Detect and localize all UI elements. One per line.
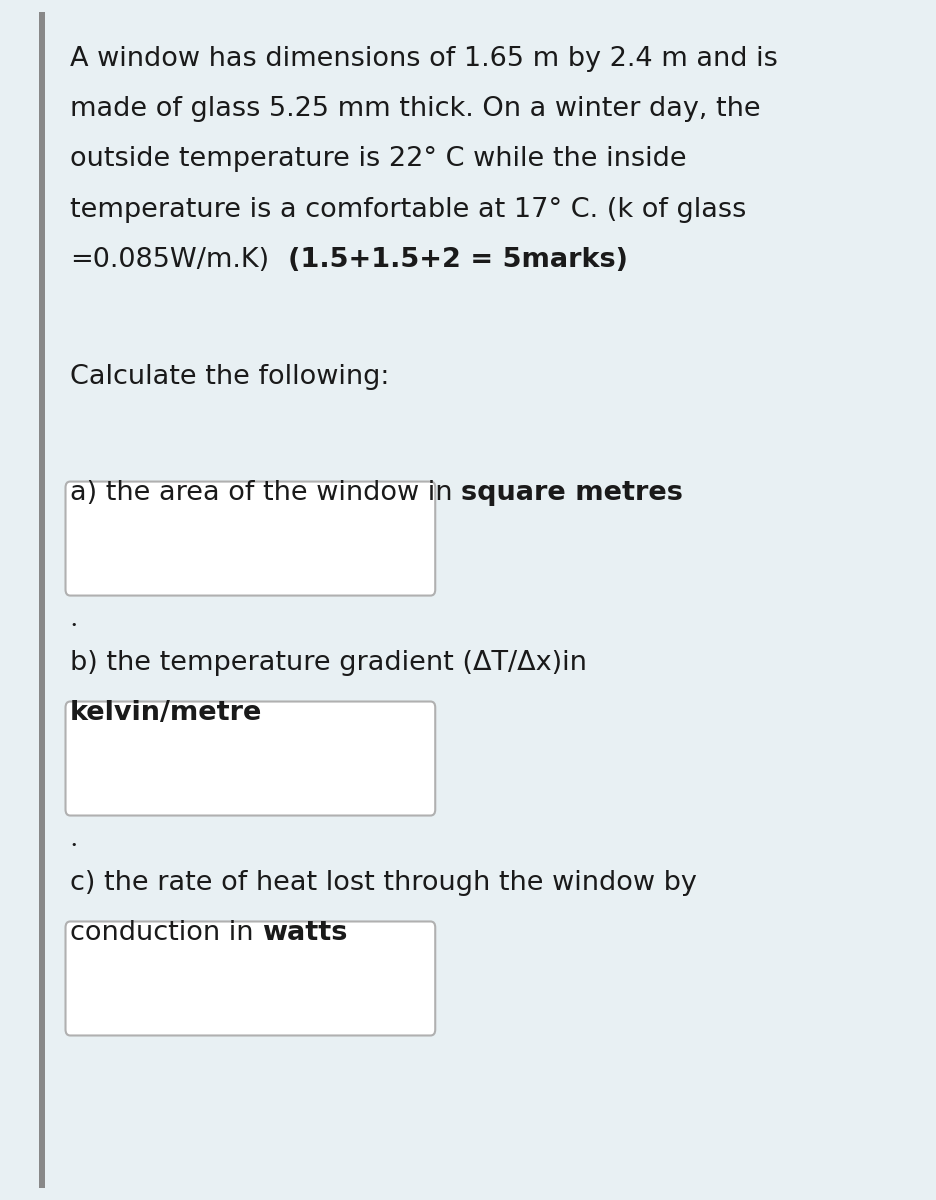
FancyBboxPatch shape (66, 481, 435, 595)
Text: square metres: square metres (461, 480, 683, 506)
Text: watts: watts (262, 920, 347, 946)
Text: a) the area of the window in: a) the area of the window in (70, 480, 461, 506)
FancyBboxPatch shape (39, 12, 45, 1188)
Text: temperature is a comfortable at 17° C. (k of glass: temperature is a comfortable at 17° C. (… (70, 197, 747, 223)
Text: =0.085W/m.K): =0.085W/m.K) (70, 247, 270, 274)
Text: A window has dimensions of 1.65 m by 2.4 m and is: A window has dimensions of 1.65 m by 2.4… (70, 46, 778, 72)
Text: made of glass 5.25 mm thick. On a winter day, the: made of glass 5.25 mm thick. On a winter… (70, 96, 761, 122)
Text: conduction in: conduction in (70, 920, 262, 946)
Text: (1.5+1.5+2 = 5marks): (1.5+1.5+2 = 5marks) (270, 247, 628, 274)
Text: Calculate the following:: Calculate the following: (70, 364, 389, 390)
Text: c) the rate of heat lost through the window by: c) the rate of heat lost through the win… (70, 870, 697, 895)
FancyBboxPatch shape (66, 702, 435, 816)
Text: kelvin/metre: kelvin/metre (70, 700, 263, 726)
Text: b) the temperature gradient (ΔT/Δx)in: b) the temperature gradient (ΔT/Δx)in (70, 649, 587, 676)
Text: •: • (70, 840, 77, 850)
Text: •: • (70, 619, 77, 630)
Text: outside temperature is 22° C while the inside: outside temperature is 22° C while the i… (70, 146, 687, 173)
FancyBboxPatch shape (66, 922, 435, 1036)
